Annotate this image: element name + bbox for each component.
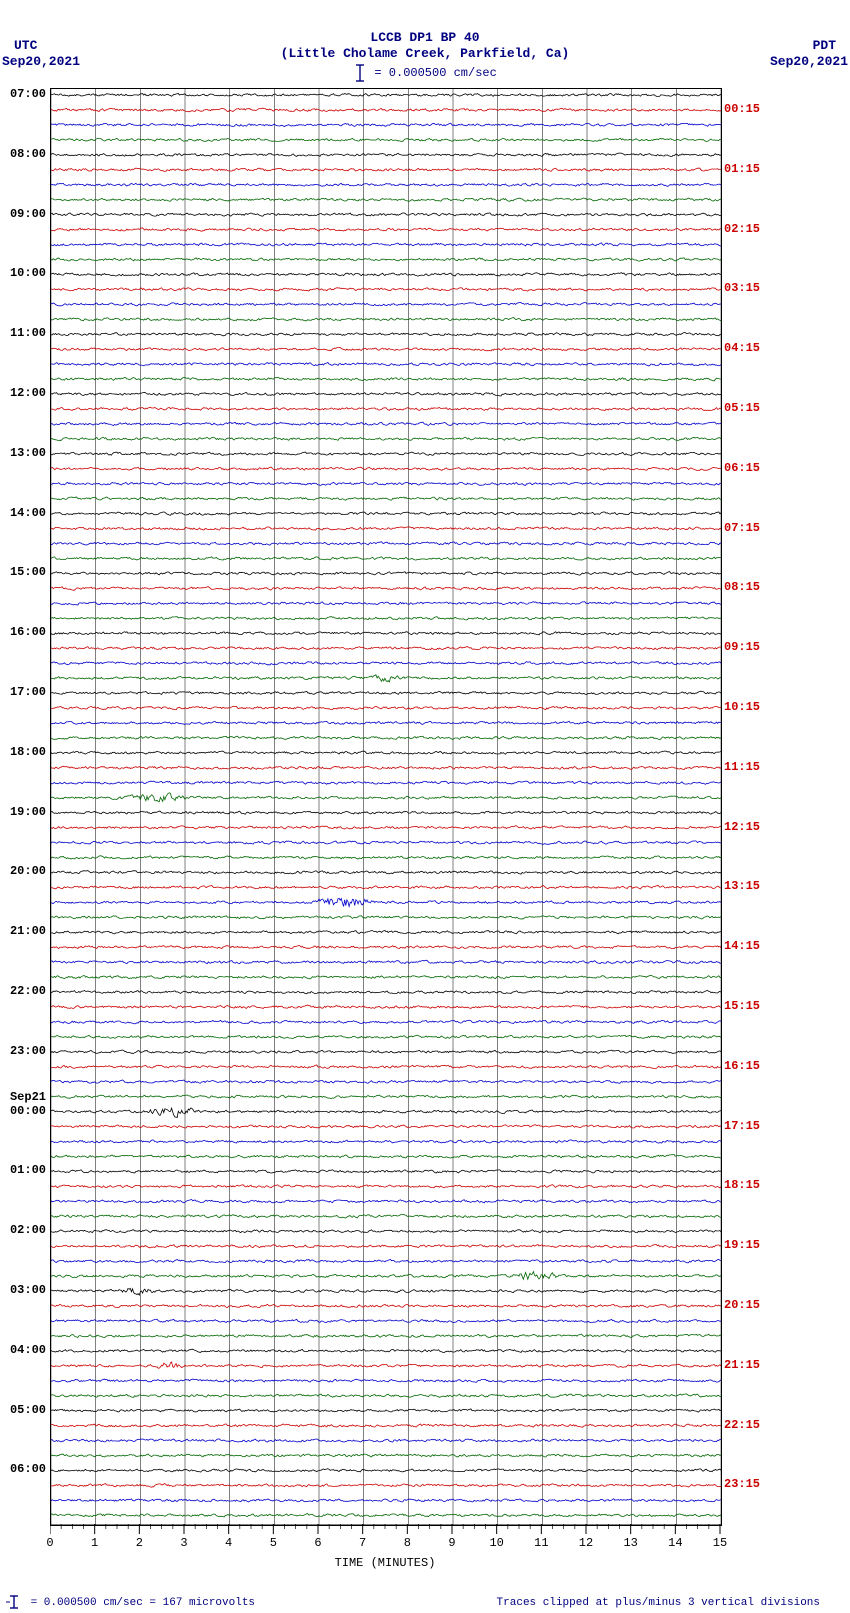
left-time-label: 13:00 — [0, 446, 46, 460]
left-time-label: 19:00 — [0, 805, 46, 819]
left-time-label: 11:00 — [0, 326, 46, 340]
left-time-label: 03:00 — [0, 1283, 46, 1297]
x-tick-label: 9 — [448, 1536, 455, 1550]
left-time-label: 01:00 — [0, 1163, 46, 1177]
right-time-label: 22:15 — [724, 1418, 760, 1432]
left-time-label: 02:00 — [0, 1223, 46, 1237]
right-time-label: 13:15 — [724, 879, 760, 893]
x-tick-label: 1 — [91, 1536, 98, 1550]
left-time-label: 17:00 — [0, 685, 46, 699]
left-time-label: 07:00 — [0, 87, 46, 101]
right-time-label: 12:15 — [724, 820, 760, 834]
left-time-label: 22:00 — [0, 984, 46, 998]
right-time-label: 21:15 — [724, 1358, 760, 1372]
right-time-label: 05:15 — [724, 401, 760, 415]
left-time-label: 06:00 — [0, 1462, 46, 1476]
right-time-label: 08:15 — [724, 580, 760, 594]
footer-right: Traces clipped at plus/minus 3 vertical … — [497, 1597, 820, 1609]
x-tick-label: 4 — [225, 1536, 232, 1550]
x-tick-label: 8 — [404, 1536, 411, 1550]
right-time-label: 16:15 — [724, 1059, 760, 1073]
x-tick-label: 3 — [180, 1536, 187, 1550]
right-time-label: 02:15 — [724, 222, 760, 236]
right-time-label: 17:15 — [724, 1119, 760, 1133]
left-time-label: 16:00 — [0, 625, 46, 639]
footer-left: = 0.000500 cm/sec = 167 microvolts — [4, 1595, 255, 1609]
right-time-label: 20:15 — [724, 1298, 760, 1312]
right-time-label: 10:15 — [724, 700, 760, 714]
x-tick-label: 2 — [136, 1536, 143, 1550]
scale-bar-icon — [353, 64, 367, 82]
x-tick-label: 12 — [579, 1536, 593, 1550]
left-time-label: 08:00 — [0, 147, 46, 161]
seismogram-container: UTC Sep20,2021 PDT Sep20,2021 LCCB DP1 B… — [0, 0, 850, 1613]
right-time-label: 11:15 — [724, 760, 760, 774]
chart-subtitle: (Little Cholame Creek, Parkfield, Ca) — [0, 46, 850, 61]
left-time-label: 14:00 — [0, 506, 46, 520]
left-time-label: 15:00 — [0, 565, 46, 579]
day-break-label: Sep21 — [0, 1090, 46, 1104]
plot-area — [50, 88, 722, 1526]
x-tick-label: 14 — [668, 1536, 682, 1550]
right-time-label: 19:15 — [724, 1238, 760, 1252]
x-tick-label: 0 — [46, 1536, 53, 1550]
scale-bar-icon-footer — [4, 1595, 24, 1609]
right-time-label: 01:15 — [724, 162, 760, 176]
left-time-label: 04:00 — [0, 1343, 46, 1357]
left-time-label: 20:00 — [0, 864, 46, 878]
left-time-label: 00:00 — [0, 1104, 46, 1118]
x-tick-label: 5 — [270, 1536, 277, 1550]
left-time-label: 12:00 — [0, 386, 46, 400]
scale-text: = 0.000500 cm/sec — [367, 66, 497, 80]
scale-indicator: = 0.000500 cm/sec — [0, 64, 850, 82]
right-time-label: 00:15 — [724, 102, 760, 116]
right-time-label: 18:15 — [724, 1178, 760, 1192]
right-time-label: 15:15 — [724, 999, 760, 1013]
x-tick-label: 13 — [623, 1536, 637, 1550]
x-axis-title: TIME (MINUTES) — [0, 1556, 770, 1570]
left-time-label: 23:00 — [0, 1044, 46, 1058]
left-time-label: 18:00 — [0, 745, 46, 759]
x-tick-label: 6 — [314, 1536, 321, 1550]
x-tick-label: 15 — [713, 1536, 727, 1550]
right-time-label: 03:15 — [724, 281, 760, 295]
x-tick-label: 11 — [534, 1536, 548, 1550]
chart-title: LCCB DP1 BP 40 — [0, 30, 850, 45]
x-tick-label: 7 — [359, 1536, 366, 1550]
x-tick-label: 10 — [489, 1536, 503, 1550]
right-time-label: 09:15 — [724, 640, 760, 654]
seismogram-svg — [51, 89, 721, 1525]
left-time-label: 09:00 — [0, 207, 46, 221]
right-time-label: 14:15 — [724, 939, 760, 953]
right-time-label: 06:15 — [724, 461, 760, 475]
right-time-label: 07:15 — [724, 521, 760, 535]
left-time-label: 10:00 — [0, 266, 46, 280]
footer-left-text: = 0.000500 cm/sec = 167 microvolts — [24, 1597, 255, 1609]
left-time-label: 05:00 — [0, 1403, 46, 1417]
right-time-label: 04:15 — [724, 341, 760, 355]
right-time-label: 23:15 — [724, 1477, 760, 1491]
left-time-label: 21:00 — [0, 924, 46, 938]
